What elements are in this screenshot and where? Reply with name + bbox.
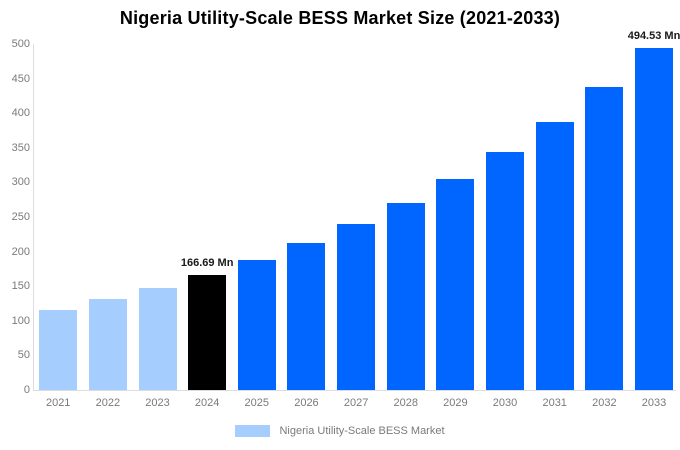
bar-2025	[237, 259, 276, 390]
y-axis-tick-label: 200	[11, 245, 30, 258]
y-axis-line	[33, 44, 34, 390]
y-axis-tick-label: 100	[11, 314, 30, 327]
x-axis-tick-label: 2021	[45, 397, 71, 409]
x-axis-tick-label: 2027	[343, 397, 369, 409]
legend-swatch	[235, 425, 271, 437]
x-axis-tick-label: 2023	[145, 397, 170, 409]
y-axis-tick-label: 250	[11, 211, 30, 223]
bar-2024	[188, 274, 227, 390]
bar-2022	[88, 299, 127, 390]
x-axis-tick-label: 2025	[244, 397, 270, 409]
y-axis-tick-label: 350	[11, 141, 30, 154]
bar-2021	[39, 309, 78, 390]
bar-2033	[635, 47, 673, 390]
x-axis-line	[33, 390, 676, 391]
y-axis-tick-label: 0	[23, 384, 30, 396]
bar-2026	[287, 243, 326, 390]
x-axis-tick-label: 2032	[592, 397, 617, 409]
bar-value-annotation: 494.53 Mn	[627, 29, 680, 42]
x-axis-tick-label: 2024	[194, 397, 220, 409]
x-axis-tick-label: 2026	[294, 397, 319, 409]
bar-2027	[337, 223, 376, 390]
legend-label: Nigeria Utility-Scale BESS Market	[279, 425, 445, 437]
y-axis-tick-label: 150	[11, 280, 30, 293]
bar-value-annotation: 166.69 Mn	[180, 256, 234, 269]
bar-2032	[585, 86, 624, 390]
y-axis-tick-label: 300	[11, 176, 30, 189]
y-axis-tick-label: 400	[11, 107, 30, 120]
x-axis-tick-label: 2029	[443, 397, 468, 409]
x-axis-tick-label: 2030	[492, 397, 518, 409]
bar-2029	[436, 178, 475, 390]
bar-2031	[535, 121, 574, 390]
y-axis-tick-label: 50	[17, 349, 30, 362]
y-axis-tick-label: 450	[11, 72, 30, 85]
x-axis-tick-label: 2033	[641, 397, 667, 409]
bar-2028	[386, 203, 425, 390]
x-axis-tick-label: 2028	[393, 397, 418, 409]
legend: Nigeria Utility-Scale BESS Market	[0, 425, 680, 437]
x-axis-tick-label: 2022	[95, 397, 121, 409]
bar-2030	[486, 151, 525, 390]
y-axis-tick-label: 500	[11, 38, 30, 50]
bar-2023	[138, 287, 177, 390]
x-axis-tick-label: 2031	[542, 397, 567, 409]
chart-title: Nigeria Utility-Scale BESS Market Size (…	[119, 8, 561, 28]
